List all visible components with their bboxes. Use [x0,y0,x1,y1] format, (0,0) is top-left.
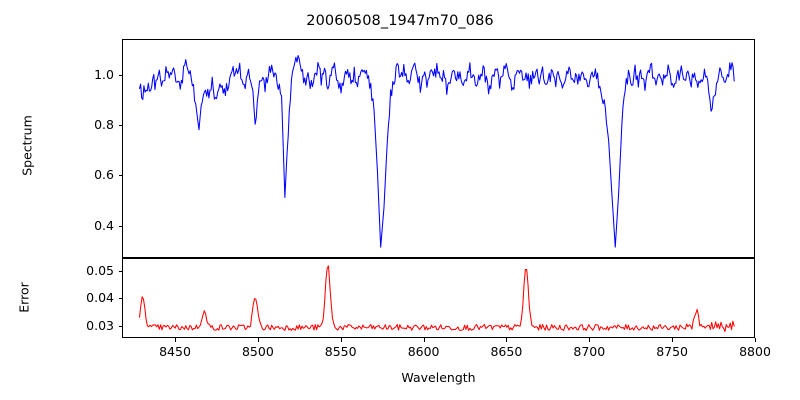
x-tick-label: 8450 [159,344,191,359]
x-tick-label: 8750 [656,344,688,359]
x-tick-label: 8550 [324,344,357,359]
error-y-tick [118,270,122,272]
spectrum-y-axis-label: Spectrum [19,115,35,176]
x-tick [589,338,591,342]
spectrum-panel [122,39,755,258]
spectrum-y-tick [118,225,122,227]
x-tick-label: 8700 [573,344,606,359]
x-tick [672,338,674,342]
x-tick-label: 8600 [407,344,440,359]
spectrum-y-tick [118,175,122,177]
error-series [138,265,735,333]
error-y-tick-label: 0.05 [86,262,114,278]
x-tick [755,338,756,342]
x-tick [506,338,508,342]
x-tick [340,338,342,342]
error-y-tick-label: 0.04 [86,290,114,306]
x-tick-label: 8650 [490,344,523,359]
spectrum-y-tick-label: 1.0 [94,67,114,83]
chart-title: 20060508_1947m70_086 [306,13,494,29]
spectrum-y-tick [118,125,122,127]
spectrum-y-tick-label: 0.8 [94,117,114,133]
spectrum-series [138,55,735,248]
x-tick [175,338,176,342]
x-tick-label: 8500 [241,344,274,359]
x-tick [423,338,425,342]
x-tick [257,338,259,342]
spectrum-y-tick-label: 0.6 [94,167,114,183]
error-y-tick [118,326,122,328]
error-y-axis-label: Error [16,282,32,313]
error-y-tick [118,298,122,300]
spectrum-y-tick-label: 0.4 [94,217,114,233]
spectrum-y-tick [118,75,122,77]
x-axis-label: Wavelength [401,370,476,385]
error-y-tick-label: 0.03 [86,318,114,334]
x-tick-label: 8800 [739,344,771,359]
error-panel [122,258,755,338]
